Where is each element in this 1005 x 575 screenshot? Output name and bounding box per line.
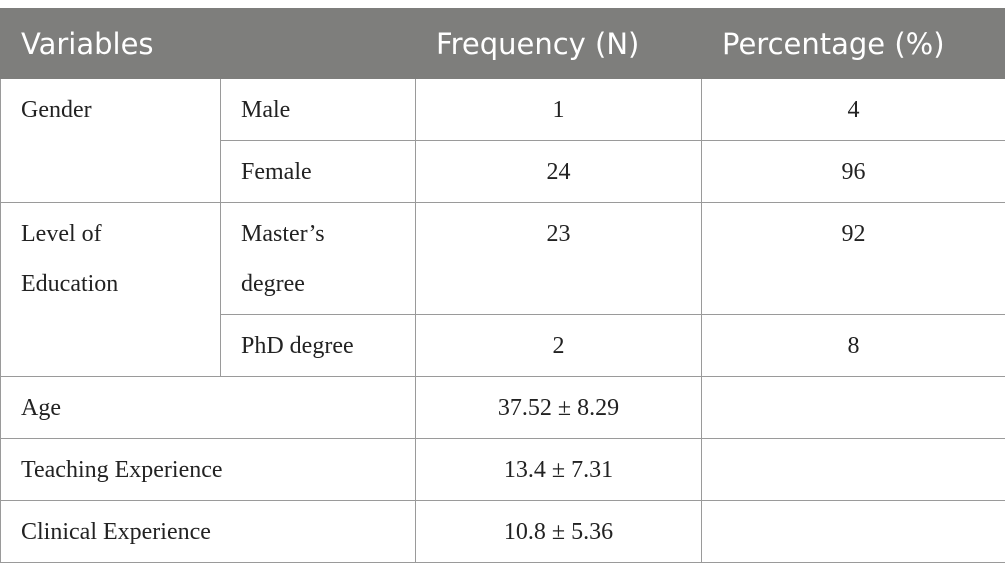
table-row: Gender Male 1 4 [0, 78, 1005, 203]
table-row: Female 24 96 [1, 140, 1005, 203]
level-cell: PhD degree [220, 314, 416, 377]
variable-cell: Age [0, 376, 416, 439]
table-row: Level of Education Master’s degree 23 92 [0, 202, 1005, 377]
level-cell: Female [220, 140, 416, 203]
data-table: Variables Frequency (N) Percentage (%) G… [0, 8, 1005, 563]
table-header: Variables Frequency (N) Percentage (%) [0, 8, 1005, 79]
empty-cell [701, 438, 1005, 501]
variable-cell: Gender [0, 78, 221, 203]
table-row: Teaching Experience 13.4 ± 7.31 [0, 438, 1005, 501]
frequency-cell: 23 [415, 202, 702, 315]
level-cell: Master’s degree [220, 202, 416, 315]
variable-cell: Level of Education [0, 202, 221, 377]
percentage-cell: 92 [701, 202, 1005, 315]
frequency-cell: 24 [415, 140, 702, 203]
table-row: Age 37.52 ± 8.29 [0, 376, 1005, 439]
frequency-cell: 2 [415, 314, 702, 377]
percentage-cell: 4 [701, 78, 1005, 141]
variable-cell: Teaching Experience [0, 438, 416, 501]
percentage-cell: 96 [701, 140, 1005, 203]
percentage-cell: 8 [701, 314, 1005, 377]
header-cell: Percentage (%) [701, 8, 1005, 79]
value-cell: 13.4 ± 7.31 [415, 438, 702, 501]
table-body: Gender Male 1 4 Female 24 96 Level of Education… [0, 78, 1005, 563]
empty-cell [701, 500, 1005, 563]
value-cell: 10.8 ± 5.36 [415, 500, 702, 563]
header-cell: Variables [0, 8, 416, 79]
table-row: Clinical Experience 10.8 ± 5.36 [0, 500, 1005, 563]
header-row: Variables Frequency (N) Percentage (%) [0, 8, 1005, 79]
level-cell: Male [220, 78, 416, 141]
frequency-cell: 1 [415, 78, 702, 141]
empty-cell [701, 376, 1005, 439]
header-cell: Frequency (N) [415, 8, 702, 79]
variable-cell: Clinical Experience [0, 500, 416, 563]
value-cell: 37.52 ± 8.29 [415, 376, 702, 439]
